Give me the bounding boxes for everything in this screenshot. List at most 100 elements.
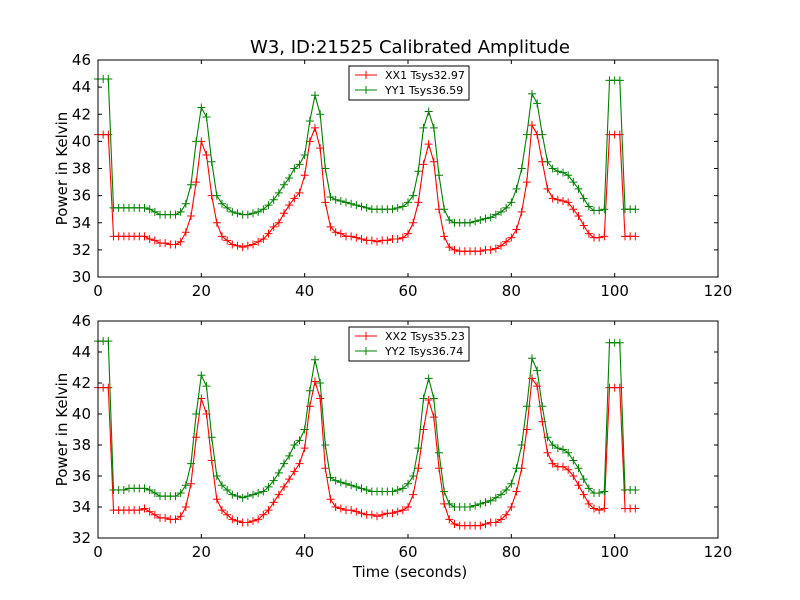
data-point (631, 205, 640, 214)
y-tick-label: 44 (72, 343, 91, 361)
data-point (502, 237, 511, 246)
x-tick-label: 60 (398, 282, 417, 300)
data-point (207, 433, 216, 442)
data-point (357, 202, 366, 211)
data-point (295, 436, 304, 445)
legend-swatch-marker (362, 71, 370, 79)
data-point (476, 216, 485, 225)
data-point (522, 130, 531, 139)
data-point (424, 107, 433, 116)
data-point (564, 465, 573, 474)
data-point (517, 164, 526, 173)
data-point (393, 507, 402, 516)
x-axis-label: Time (seconds) (352, 563, 468, 581)
data-point (595, 489, 604, 498)
data-point (476, 499, 485, 508)
data-point (491, 244, 500, 253)
data-point (150, 510, 159, 519)
data-point (223, 203, 232, 212)
data-point (559, 168, 567, 177)
y-tick-label: 36 (72, 187, 91, 205)
y-tick-label: 46 (72, 312, 91, 330)
data-point (543, 433, 552, 442)
data-point (187, 459, 195, 468)
data-point (584, 499, 593, 508)
data-point (311, 123, 319, 132)
data-point (181, 199, 190, 208)
data-point (233, 209, 242, 218)
legend-label: XX1 Tsys32.97 (385, 69, 465, 82)
data-point (150, 207, 159, 216)
data-point (243, 492, 252, 501)
data-point (192, 137, 201, 146)
data-point (249, 240, 257, 249)
data-point (615, 383, 624, 392)
data-point (357, 509, 366, 518)
data-point (595, 506, 604, 515)
data-point (574, 464, 583, 473)
y-tick-label: 44 (72, 78, 91, 96)
data-point (181, 481, 190, 490)
data-point (559, 462, 567, 471)
data-point (481, 520, 490, 529)
data-point (404, 479, 412, 488)
data-point (145, 507, 154, 516)
y-tick-label: 36 (72, 467, 91, 485)
data-point (579, 221, 588, 230)
data-point (538, 402, 547, 411)
data-point (409, 191, 418, 200)
data-point (311, 377, 319, 386)
data-point (259, 510, 268, 519)
data-point (471, 217, 480, 226)
data-point (311, 91, 319, 100)
y-tick-label: 38 (72, 160, 91, 178)
data-point (548, 441, 557, 449)
data-point (564, 171, 573, 180)
data-point (367, 510, 376, 519)
data-point (507, 503, 516, 511)
data-point (264, 482, 273, 491)
data-point (528, 354, 536, 363)
data-point (393, 485, 402, 494)
data-point (259, 487, 268, 496)
data-point (584, 484, 593, 493)
data-point (543, 157, 552, 166)
legend-box (348, 65, 470, 101)
data-point (579, 194, 588, 203)
data-point (548, 194, 557, 203)
data-point (311, 355, 319, 364)
data-point (290, 164, 299, 173)
data-point (326, 222, 335, 231)
data-point (600, 487, 609, 496)
data-point (274, 218, 283, 227)
data-point (569, 456, 578, 465)
data-point (280, 180, 288, 189)
data-point (564, 448, 573, 457)
data-point (522, 178, 531, 187)
data-point (331, 503, 340, 511)
data-point (404, 229, 412, 238)
data-point (176, 512, 185, 521)
data-point (140, 232, 149, 241)
data-point (574, 184, 583, 193)
data-point (104, 383, 113, 392)
data-point (321, 198, 330, 207)
data-point (590, 504, 598, 513)
top-panel: 0 20 40 60 80 100 120 30 32 34 36 38 40 42 44 46 Power i… (53, 51, 732, 300)
data-point (212, 472, 221, 480)
legend-label: YY1 Tsys36.59 (384, 84, 463, 97)
data-point (238, 493, 247, 502)
data-point (321, 164, 330, 173)
x-tick-label: 100 (600, 282, 629, 300)
x-tick-label: 40 (295, 543, 314, 561)
x-tick-label: 120 (704, 543, 733, 561)
data-point (181, 503, 190, 511)
data-point (429, 413, 438, 422)
data-point (212, 218, 221, 227)
data-point (202, 382, 211, 391)
data-point (362, 485, 371, 494)
data-point (140, 484, 149, 493)
data-point (285, 451, 294, 460)
figure-title: W3, ID:21525 Calibrated Amplitude (250, 37, 570, 58)
data-point (326, 473, 335, 482)
